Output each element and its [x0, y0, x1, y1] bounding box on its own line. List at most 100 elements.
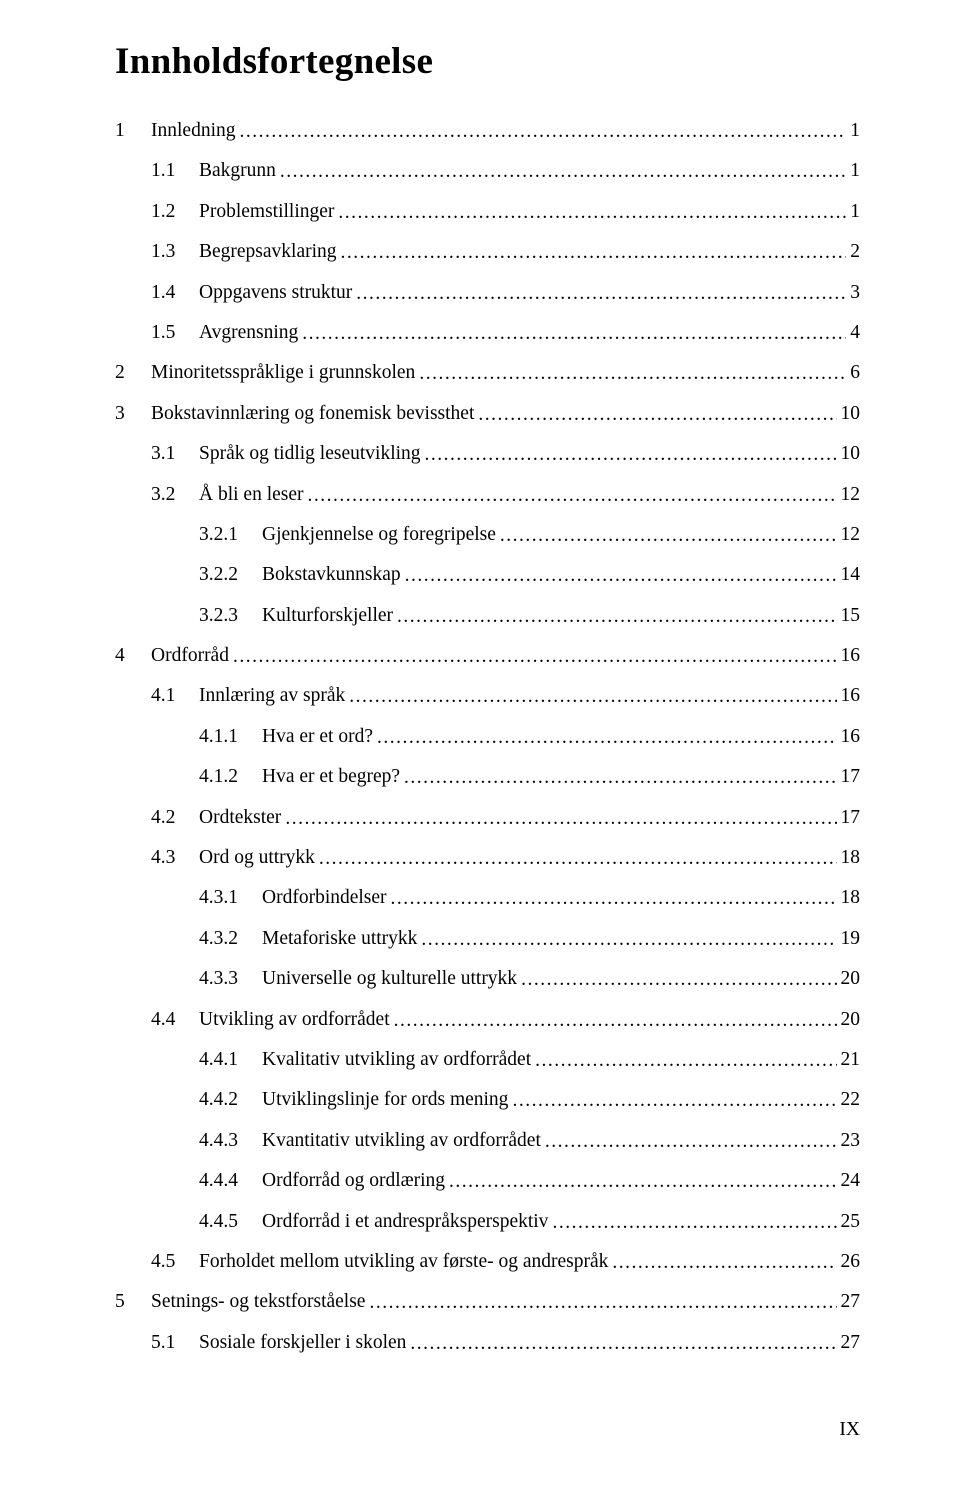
toc-leader-dots — [394, 1009, 837, 1032]
toc-entry-number: 1.4 — [151, 281, 199, 304]
toc-entry-number: 4.1 — [151, 684, 199, 707]
toc-entry-number: 3.1 — [151, 442, 199, 465]
toc-entry-title: Hva er et begrep? — [262, 765, 400, 788]
toc-entry: 5Setnings- og tekstforståelse27 — [115, 1290, 860, 1313]
toc-entry: 4.5Forholdet mellom utvikling av første-… — [115, 1250, 860, 1273]
toc-entry: 3Bokstavinnlæring og fonemisk bevissthet… — [115, 402, 860, 425]
toc-entry-number: 3.2 — [151, 483, 199, 506]
toc-entry: 4.2Ordtekster17 — [115, 806, 860, 829]
toc-entry-page: 1 — [850, 159, 860, 182]
toc-entry-number: 5 — [115, 1290, 151, 1313]
toc-leader-dots — [377, 726, 837, 749]
toc-leader-dots — [349, 685, 836, 708]
toc-entry-number: 4.3.1 — [199, 886, 262, 909]
toc-entry: 4.4Utvikling av ordforrådet20 — [115, 1008, 860, 1031]
toc-entry-page: 14 — [841, 563, 861, 586]
toc-entry-number: 2 — [115, 361, 151, 384]
toc-entry-page: 16 — [841, 644, 861, 667]
toc-entry: 3.1Språk og tidlig leseutvikling10 — [115, 442, 860, 465]
toc-entry-number: 4.1.1 — [199, 725, 262, 748]
toc-leader-dots — [369, 1291, 836, 1314]
toc-entry-number: 4.3.2 — [199, 927, 262, 950]
toc-entry: 4Ordforråd16 — [115, 644, 860, 667]
toc-entry-page: 19 — [841, 927, 861, 950]
toc-entry-title: Metaforiske uttrykk — [262, 927, 417, 950]
toc-entry-page: 1 — [850, 119, 860, 142]
toc-leader-dots — [612, 1251, 836, 1274]
toc-leader-dots — [535, 1049, 836, 1072]
toc-entry-page: 16 — [841, 684, 861, 707]
toc-entry-title: Begrepsavklaring — [199, 240, 337, 263]
toc-entry-page: 23 — [841, 1129, 861, 1152]
toc-leader-dots — [239, 120, 846, 143]
toc-entry: 3.2.1Gjenkjennelse og foregripelse12 — [115, 523, 860, 546]
toc-entry: 4.1.1Hva er et ord? 16 — [115, 725, 860, 748]
toc-leader-dots — [500, 524, 837, 547]
toc-leader-dots — [319, 847, 837, 870]
toc-entry-page: 1 — [850, 200, 860, 223]
toc-entry-number: 4.3 — [151, 846, 199, 869]
toc-leader-dots — [521, 968, 836, 991]
toc-entry: 4.4.5Ordforråd i et andrespråksperspekti… — [115, 1210, 860, 1233]
toc-entry-title: Ordforbindelser — [262, 886, 387, 909]
toc-entry-title: Utviklingslinje for ords mening — [262, 1088, 508, 1111]
toc-entry-page: 2 — [850, 240, 860, 263]
toc-entry-page: 12 — [841, 523, 861, 546]
toc-entry-title: Språk og tidlig leseutvikling — [199, 442, 421, 465]
toc-entry-page: 24 — [841, 1169, 861, 1192]
toc-entry-page: 4 — [850, 321, 860, 344]
toc-entry-number: 4.4 — [151, 1008, 199, 1031]
toc-leader-dots — [391, 887, 837, 910]
toc-leader-dots — [421, 928, 836, 951]
toc-entry-number: 1 — [115, 119, 151, 142]
toc-entry-title: Hva er et ord? — [262, 725, 373, 748]
toc-entry-title: Bokstavkunnskap — [262, 563, 401, 586]
toc-entry-number: 1.3 — [151, 240, 199, 263]
toc-entry-title: Ord og uttrykk — [199, 846, 315, 869]
toc-entry-title: Innledning — [151, 119, 235, 142]
toc-entry: 1.3Begrepsavklaring 2 — [115, 240, 860, 263]
toc-leader-dots — [425, 443, 837, 466]
toc-leader-dots — [552, 1211, 836, 1234]
toc-entry-page: 16 — [841, 725, 861, 748]
toc-entry-number: 4.4.3 — [199, 1129, 262, 1152]
toc-entry: 4.1Innlæring av språk16 — [115, 684, 860, 707]
toc-entry-title: Ordforråd i et andrespråksperspektiv — [262, 1210, 548, 1233]
toc-entry-page: 21 — [841, 1048, 861, 1071]
toc-entry-page: 26 — [841, 1250, 861, 1273]
toc-entry: 2Minoritetsspråklige i grunnskolen6 — [115, 361, 860, 384]
toc-entry-number: 5.1 — [151, 1331, 199, 1354]
toc-entry: 4.3.1Ordforbindelser18 — [115, 886, 860, 909]
toc-entry-title: Ordforråd og ordlæring — [262, 1169, 445, 1192]
toc-entry-page: 12 — [841, 483, 861, 506]
toc-entry-number: 1.5 — [151, 321, 199, 344]
toc-leader-dots — [356, 282, 846, 305]
toc-entry-title: Utvikling av ordforrådet — [199, 1008, 390, 1031]
toc-entry-page: 22 — [841, 1088, 861, 1111]
toc-entry: 4.4.3Kvantitativ utvikling av ordforråde… — [115, 1129, 860, 1152]
toc-entry-title: Gjenkjennelse og foregripelse — [262, 523, 496, 546]
toc-leader-dots — [280, 160, 846, 183]
page-number-footer: IX — [839, 1419, 860, 1441]
toc-entry-number: 4 — [115, 644, 151, 667]
toc-entry-number: 3 — [115, 402, 151, 425]
toc-entry-title: Sosiale forskjeller i skolen — [199, 1331, 406, 1354]
toc-leader-dots — [410, 1332, 836, 1355]
toc-entry-title: Universelle og kulturelle uttrykk — [262, 967, 517, 990]
toc-entry-page: 18 — [841, 846, 861, 869]
toc-entry-page: 3 — [850, 281, 860, 304]
toc-entry: 1.5Avgrensning4 — [115, 321, 860, 344]
toc-entry: 4.4.4Ordforråd og ordlæring 24 — [115, 1169, 860, 1192]
toc-entry-title: Bokstavinnlæring og fonemisk bevissthet — [151, 402, 474, 425]
toc-leader-dots — [512, 1089, 836, 1112]
toc-entry-page: 27 — [841, 1331, 861, 1354]
toc-leader-dots — [341, 241, 847, 264]
toc-entry-number: 4.4.4 — [199, 1169, 262, 1192]
toc-entry-title: Oppgavens struktur — [199, 281, 352, 304]
toc-entry: 4.3.2Metaforiske uttrykk 19 — [115, 927, 860, 950]
toc-entry-number: 4.3.3 — [199, 967, 262, 990]
toc-entry-title: Ordtekster — [199, 806, 281, 829]
toc-entry: 3.2.2Bokstavkunnskap14 — [115, 563, 860, 586]
toc-entry-page: 6 — [850, 361, 860, 384]
toc-leader-dots — [397, 605, 836, 628]
